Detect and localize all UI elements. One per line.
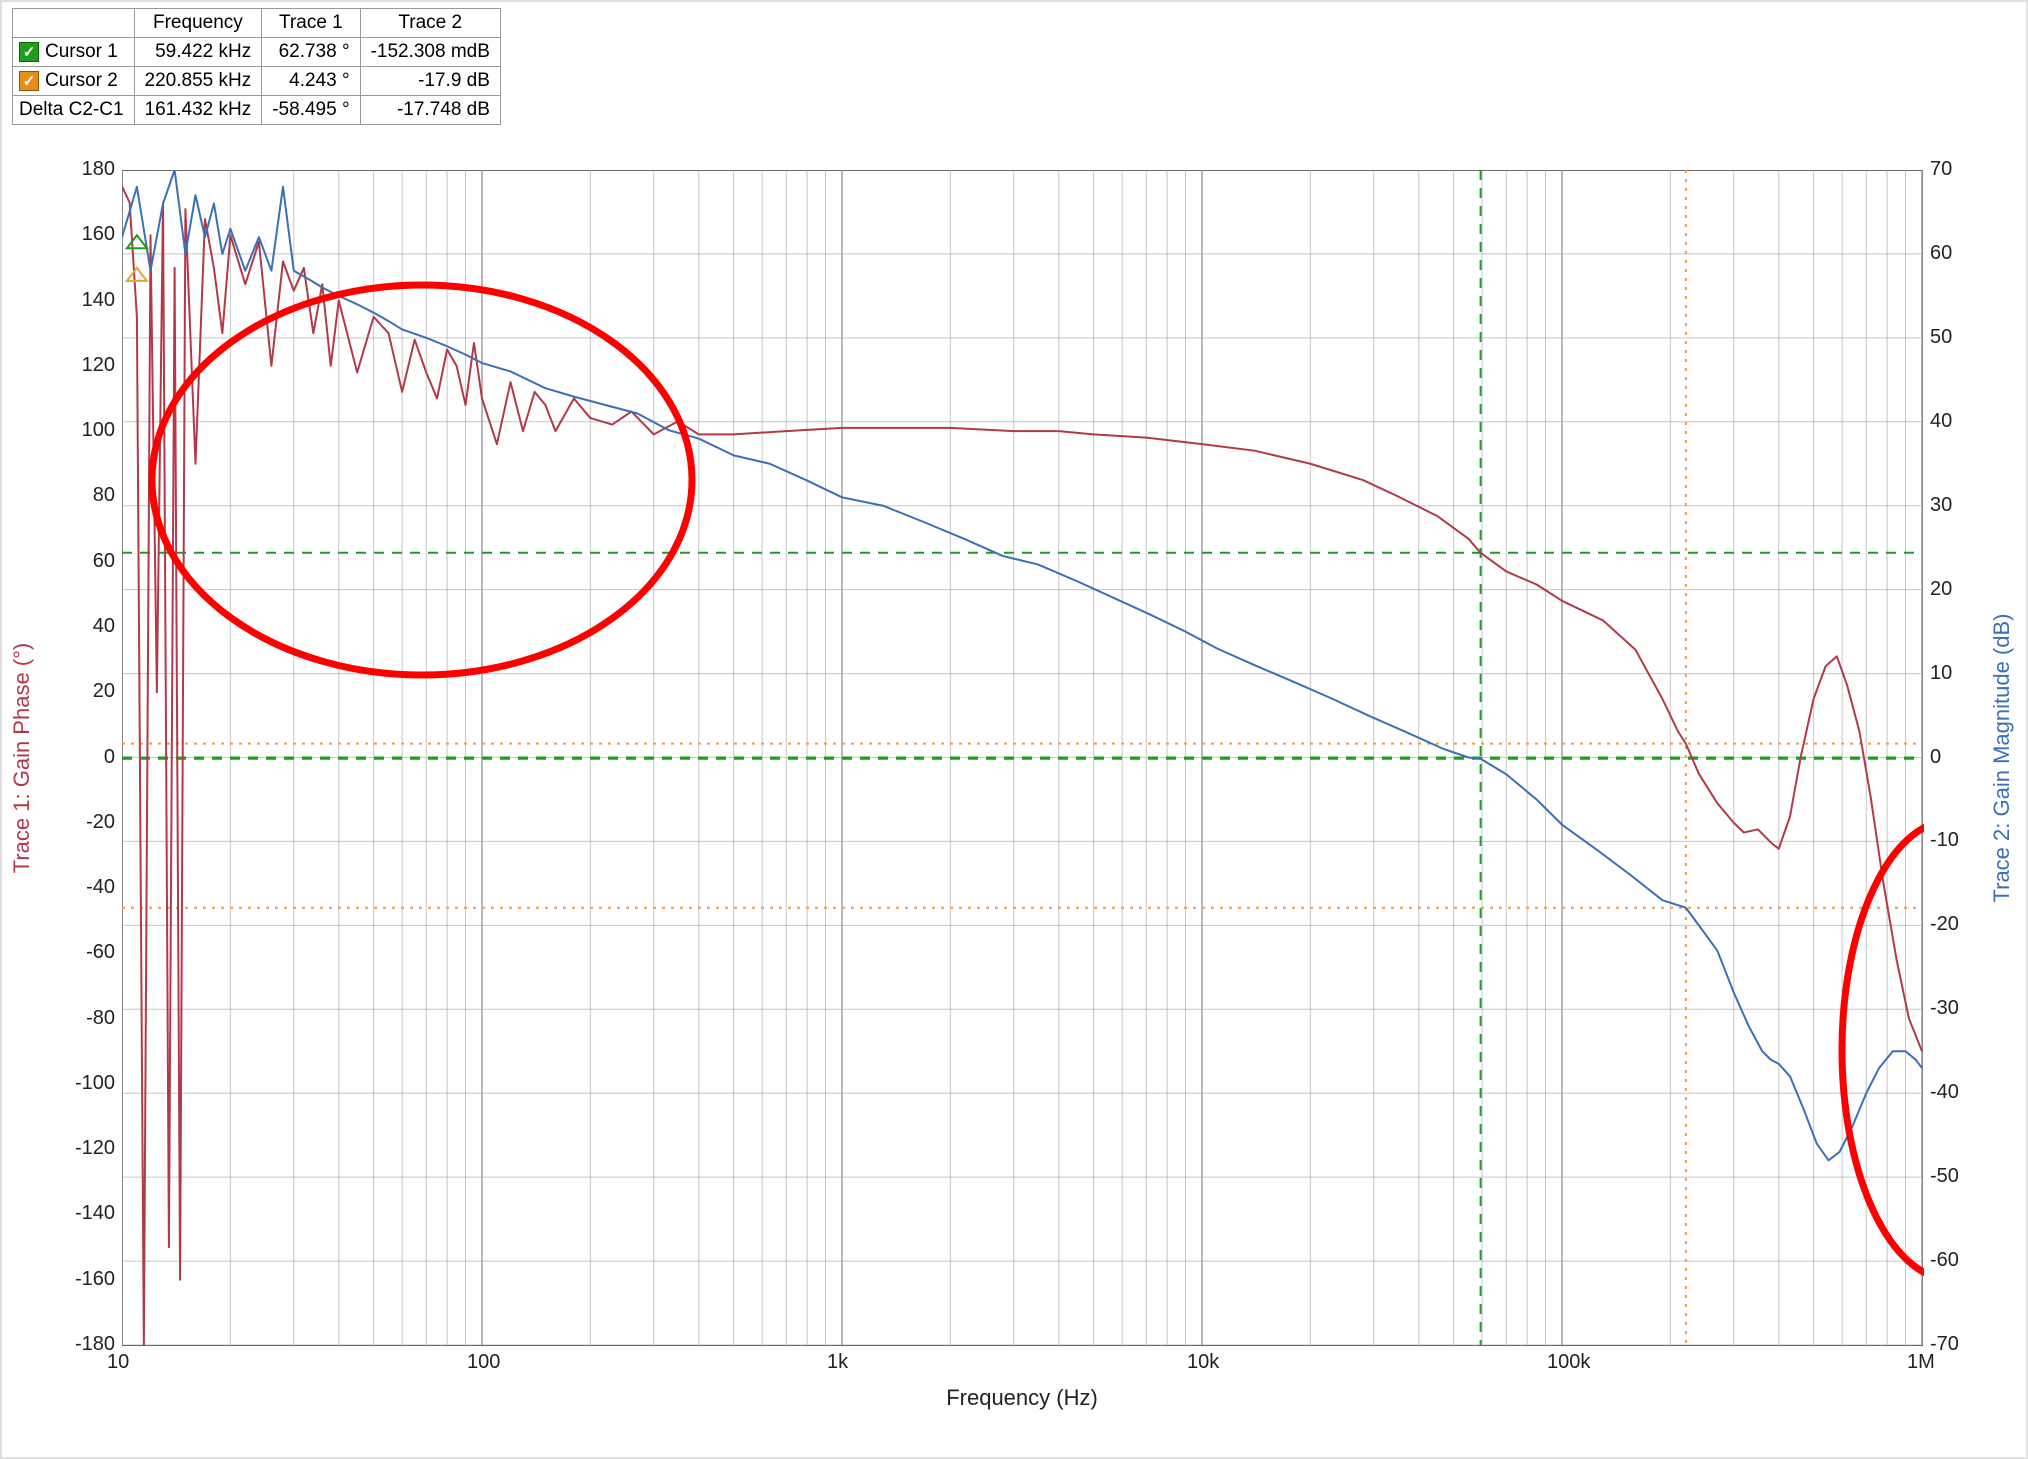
cursor-cell: 220.855 kHz: [134, 67, 262, 96]
cursor-table-h0: [13, 9, 135, 38]
y-left-tick-label: -20: [67, 811, 115, 834]
x-tick-label: 10k: [1187, 1351, 1219, 1374]
y-right-tick-label: -20: [1930, 913, 1959, 936]
cursor-table-h2: Trace 1: [262, 9, 360, 38]
y-left-tick-label: 40: [67, 615, 115, 638]
y-left-tick-label: -40: [67, 876, 115, 899]
y-left-tick-label: -100: [67, 1072, 115, 1095]
cursor-table-row: ✓Cursor 2220.855 kHz4.243 °-17.9 dB: [13, 67, 501, 96]
cursor-checkbox-icon[interactable]: ✓: [19, 42, 39, 62]
y-right-axis-label: Trace 2: Gain Magnitude (dB): [1989, 613, 2015, 902]
y-left-tick-label: 60: [67, 550, 115, 573]
y-left-tick-label: -140: [67, 1202, 115, 1225]
cursor-cell: -17.748 dB: [360, 96, 500, 125]
y-left-tick-label: 0: [67, 746, 115, 769]
y-left-tick-label: -60: [67, 941, 115, 964]
cursor-table-h3: Trace 2: [360, 9, 500, 38]
y-right-tick-label: 10: [1930, 662, 1952, 685]
y-right-tick-label: -40: [1930, 1081, 1959, 1104]
y-right-tick-label: 40: [1930, 410, 1952, 433]
x-tick-label: 100: [467, 1351, 500, 1374]
cursor-cell: -152.308 mdB: [360, 38, 500, 67]
cursor-cell: 62.738 °: [262, 38, 360, 67]
cursor-cell: -58.495 °: [262, 96, 360, 125]
y-left-tick-label: 180: [67, 158, 115, 181]
x-axis-label: Frequency (Hz): [946, 1385, 1098, 1411]
y-right-tick-label: -30: [1930, 997, 1959, 1020]
y-left-tick-label: -80: [67, 1007, 115, 1030]
cursor-table-header-row: Frequency Trace 1 Trace 2: [13, 9, 501, 38]
cursor-cell: 161.432 kHz: [134, 96, 262, 125]
y-left-tick-label: 140: [67, 289, 115, 312]
cursor-row-label[interactable]: ✓Cursor 1: [13, 38, 135, 67]
cursor-cell: 4.243 °: [262, 67, 360, 96]
y-right-tick-label: -50: [1930, 1165, 1959, 1188]
cursor-cell: 59.422 kHz: [134, 38, 262, 67]
y-left-tick-label: -160: [67, 1268, 115, 1291]
y-left-tick-label: 80: [67, 484, 115, 507]
cursor-table-h1: Frequency: [134, 9, 262, 38]
y-left-tick-label: -120: [67, 1137, 115, 1160]
y-right-tick-label: -60: [1930, 1249, 1959, 1272]
cursor-table-row: Delta C2-C1161.432 kHz-58.495 °-17.748 d…: [13, 96, 501, 125]
y-left-tick-label: -180: [67, 1333, 115, 1356]
x-tick-label: 1k: [827, 1351, 848, 1374]
y-right-tick-label: -70: [1930, 1333, 1959, 1356]
y-right-tick-label: 20: [1930, 578, 1952, 601]
y-left-tick-label: 100: [67, 419, 115, 442]
y-right-tick-label: 60: [1930, 242, 1952, 265]
y-right-tick-label: 50: [1930, 326, 1952, 349]
bode-plot: [122, 170, 1924, 1347]
cursor-row-label[interactable]: Delta C2-C1: [13, 96, 135, 125]
y-right-tick-label: -10: [1930, 829, 1959, 852]
cursor-checkbox-icon[interactable]: ✓: [19, 71, 39, 91]
x-tick-label: 100k: [1547, 1351, 1590, 1374]
y-left-tick-label: 20: [67, 680, 115, 703]
cursor-table-row: ✓Cursor 159.422 kHz62.738 °-152.308 mdB: [13, 38, 501, 67]
cursor-cell: -17.9 dB: [360, 67, 500, 96]
y-right-tick-label: 0: [1930, 746, 1941, 769]
y-right-tick-label: 30: [1930, 494, 1952, 517]
cursor-row-label[interactable]: ✓Cursor 2: [13, 67, 135, 96]
y-left-tick-label: 120: [67, 354, 115, 377]
y-left-axis-label: Trace 1: Gain Phase (°): [9, 642, 35, 873]
cursor-table: Frequency Trace 1 Trace 2 ✓Cursor 159.42…: [12, 8, 501, 125]
y-right-tick-label: 70: [1930, 158, 1952, 181]
y-left-tick-label: 160: [67, 223, 115, 246]
